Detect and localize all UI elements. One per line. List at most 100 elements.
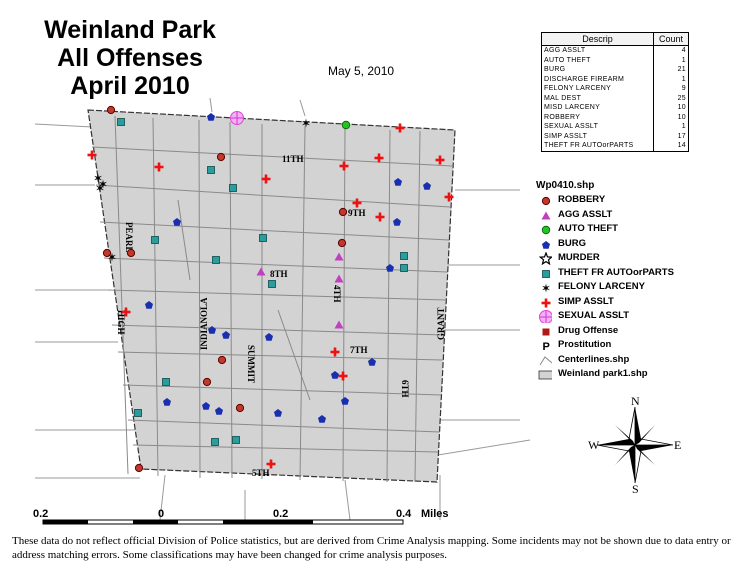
incident-marker-simp (374, 153, 384, 163)
legend-label: THEFT FR AUTOorPARTS (558, 266, 674, 278)
legend-centerline-icon (539, 355, 552, 365)
incident-marker-burg (202, 402, 210, 410)
incident-marker-theft (232, 436, 240, 444)
incident-marker-burg (318, 415, 326, 423)
offense-descrip: SEXUAL ASSLT (544, 123, 599, 130)
incident-marker-agg (334, 274, 344, 283)
incident-marker-robbery (126, 248, 136, 258)
incident-marker-theft (211, 438, 219, 446)
street-label-pearl: PEARL (124, 222, 134, 253)
incident-marker-burg (423, 182, 431, 190)
incident-marker-theft (212, 256, 220, 264)
offense-count-table: Descrip Count AGG ASSLT 4 AUTO THEFT 1 BURG 2… (541, 32, 689, 152)
incident-marker-burg (215, 407, 223, 415)
svg-text:P: P (543, 341, 550, 352)
offense-count: 10 (653, 103, 688, 113)
incident-marker-burg (208, 326, 216, 334)
legend-item-park: Weinland park1.shp (536, 367, 674, 382)
compass-n: N (631, 394, 640, 408)
legend-label: MURDER (558, 252, 600, 263)
legend-label: SIMP ASSLT (558, 295, 614, 307)
legend-robbery-icon (541, 196, 551, 206)
incident-marker-burg (274, 409, 282, 417)
legend-label: ROBBERY (558, 194, 606, 205)
incident-marker-felony (99, 179, 107, 189)
legend-item-prost: P Prostitution (536, 338, 674, 353)
offense-count: 21 (653, 65, 688, 75)
incident-marker-simp (338, 371, 348, 381)
scale-label-0: 0 (158, 508, 165, 520)
legend-item-sexual: SEXUAL ASSLT (536, 309, 674, 324)
offense-descrip: BURG (544, 66, 566, 73)
legend-park-icon (538, 370, 552, 380)
legend-sexual-icon (539, 310, 552, 323)
street-label-indianola: INDIANOLA (199, 297, 209, 350)
compass-s: S (632, 482, 639, 496)
scale-bar (42, 519, 404, 525)
title-line-1: Weinland Park (44, 16, 216, 44)
legend-item-auto: AUTO THEFT (536, 222, 674, 237)
incident-marker-simp (435, 155, 445, 165)
scale-label-0-2-left: 0.2 (33, 508, 49, 520)
legend-label: BURG (558, 237, 586, 249)
compass-e: E (674, 438, 682, 452)
table-row: MAL DEST 25 (542, 93, 688, 103)
scale-label-0-2-right: 0.2 (273, 508, 289, 520)
street-label-5th: 5TH (252, 468, 270, 478)
table-row: AGG ASSLT 4 (542, 45, 688, 56)
legend-label: Prostitution (558, 339, 612, 350)
incident-marker-theft (134, 409, 142, 417)
incident-marker-theft (229, 184, 237, 192)
incident-marker-burg (163, 398, 171, 406)
offense-count: 25 (653, 93, 688, 103)
incident-marker-theft (400, 252, 408, 260)
incident-marker-burg (394, 178, 402, 186)
table-row: SEXUAL ASSLT 1 (542, 122, 688, 132)
street-label-grant: GRANT (436, 307, 446, 340)
table-row: THEFT FR AUTOorPARTS 14 (542, 141, 688, 151)
legend-item-centerline: Centerlines.shp (536, 353, 674, 368)
offense-descrip: DISCHARGE FIREARM (544, 75, 625, 83)
compass-w: W (588, 438, 600, 452)
incident-marker-robbery (134, 463, 144, 473)
table-row: SIMP ASSLT 17 (542, 131, 688, 141)
legend-prost-icon: P (543, 341, 550, 352)
incident-marker-burg (222, 331, 230, 339)
park-streets (91, 115, 453, 483)
incident-marker-robbery (216, 152, 226, 162)
table-row: BURG 21 (542, 65, 688, 75)
table-body: AGG ASSLT 4 AUTO THEFT 1 BURG 21 DISCHARGE FIR… (542, 45, 688, 151)
street-label-7th: 7TH (350, 345, 368, 355)
table-row: MISD LARCENY 10 (542, 103, 688, 113)
incident-marker-robbery (106, 105, 116, 115)
incident-marker-sexual (230, 111, 244, 125)
incident-marker-simp (395, 123, 405, 133)
incident-marker-agg (334, 320, 344, 329)
incident-marker-burg (368, 358, 376, 366)
offense-count: 14 (653, 141, 688, 151)
legend-item-felony: FELONY LARCENY (536, 280, 674, 295)
incident-marker-burg (341, 397, 349, 405)
legend-item-robbery: ROBBERY (536, 193, 674, 208)
offense-count: 10 (653, 112, 688, 122)
incident-marker-felony (94, 173, 102, 183)
legend: Wp0410.shp ROBBERY AGG ASSLT AUTO THEFT BUR… (536, 180, 674, 382)
legend-label: AGG ASSLT (558, 208, 613, 220)
incident-marker-robbery (338, 207, 348, 217)
scale-unit: Miles (421, 508, 449, 520)
incident-marker-simp (154, 162, 164, 172)
col-header-descrip: Descrip (542, 33, 654, 46)
offense-descrip: MAL DEST (544, 94, 582, 102)
legend-auto-icon (541, 225, 551, 235)
table-row: AUTO THEFT 1 (542, 55, 688, 65)
legend-item-theft: THEFT FR AUTOorPARTS (536, 266, 674, 281)
offense-descrip: AUTO THEFT (544, 56, 591, 64)
incident-marker-burg (173, 218, 181, 226)
legend-item-burg: BURG (536, 237, 674, 252)
legend-item-murder: MURDER (536, 251, 674, 266)
incident-marker-simp (339, 161, 349, 171)
incident-marker-simp (330, 347, 340, 357)
title-line-3: April 2010 (70, 72, 190, 100)
offense-descrip: THEFT FR AUTOorPARTS (544, 142, 634, 149)
